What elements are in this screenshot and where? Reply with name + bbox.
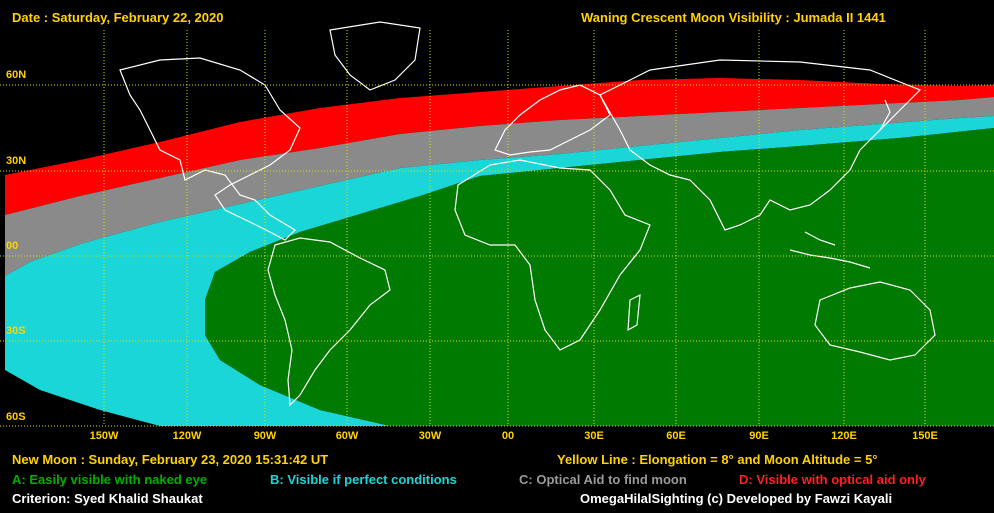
zone-b-cyan-band	[5, 116, 994, 426]
date-label: Date : Saturday, February 22, 2020	[12, 10, 224, 25]
yellow-line-note: Yellow Line : Elongation = 8° and Moon A…	[557, 452, 878, 467]
indonesia-coast	[789, 231, 871, 269]
lon-label-90e: 90E	[749, 430, 769, 442]
lon-label-90w: 90W	[253, 430, 277, 442]
lon-label-60w: 60W	[335, 430, 359, 442]
lat-lon-grid	[0, 30, 994, 427]
criterion-label: Criterion: Syed Khalid Shaukat	[12, 491, 203, 506]
africa-coast	[454, 159, 651, 351]
greenland-coast	[329, 21, 421, 91]
legend-zone-a: A: Easily visible with naked eye	[12, 472, 208, 487]
lat-label-30s: 30S	[6, 325, 26, 337]
europe-coast	[494, 84, 611, 156]
lon-label-150e: 150E	[912, 430, 938, 442]
credit-label: OmegaHilalSighting (c) Developed by Fawz…	[580, 491, 893, 506]
lon-label-30e: 30E	[584, 430, 604, 442]
visibility-map	[0, 21, 994, 427]
new-moon-time: New Moon : Sunday, February 23, 2020 15:…	[12, 452, 329, 467]
asia-coast	[599, 59, 922, 231]
legend-zone-b: B: Visible if perfect conditions	[270, 472, 457, 487]
lon-label-60e: 60E	[666, 430, 686, 442]
legend-zone-d: D: Visible with optical aid only	[739, 472, 926, 487]
lon-label-150w: 150W	[89, 430, 119, 442]
lon-label-00: 00	[501, 430, 515, 442]
zone-a-green-region	[205, 128, 994, 426]
madagascar-coast	[627, 293, 641, 332]
lon-label-120e: 120E	[831, 430, 857, 442]
lon-label-30w: 30W	[418, 430, 442, 442]
south-america-coast	[267, 237, 391, 407]
lat-label-30n: 30N	[6, 155, 27, 167]
legend-zone-c: C: Optical Aid to find moon	[519, 472, 687, 487]
legend-panel: New Moon : Sunday, February 23, 2020 15:…	[0, 447, 994, 513]
visibility-zones	[5, 78, 994, 426]
lat-label-equator: 00	[6, 240, 19, 252]
japan-coast	[869, 99, 891, 141]
lat-label-60n: 60N	[6, 69, 27, 81]
zone-d-red-band	[5, 78, 994, 215]
map-title: Waning Crescent Moon Visibility : Jumada…	[581, 10, 886, 25]
lon-label-120w: 120W	[172, 430, 202, 442]
lat-label-60s: 60S	[6, 411, 26, 423]
north-america-coast	[119, 57, 301, 241]
